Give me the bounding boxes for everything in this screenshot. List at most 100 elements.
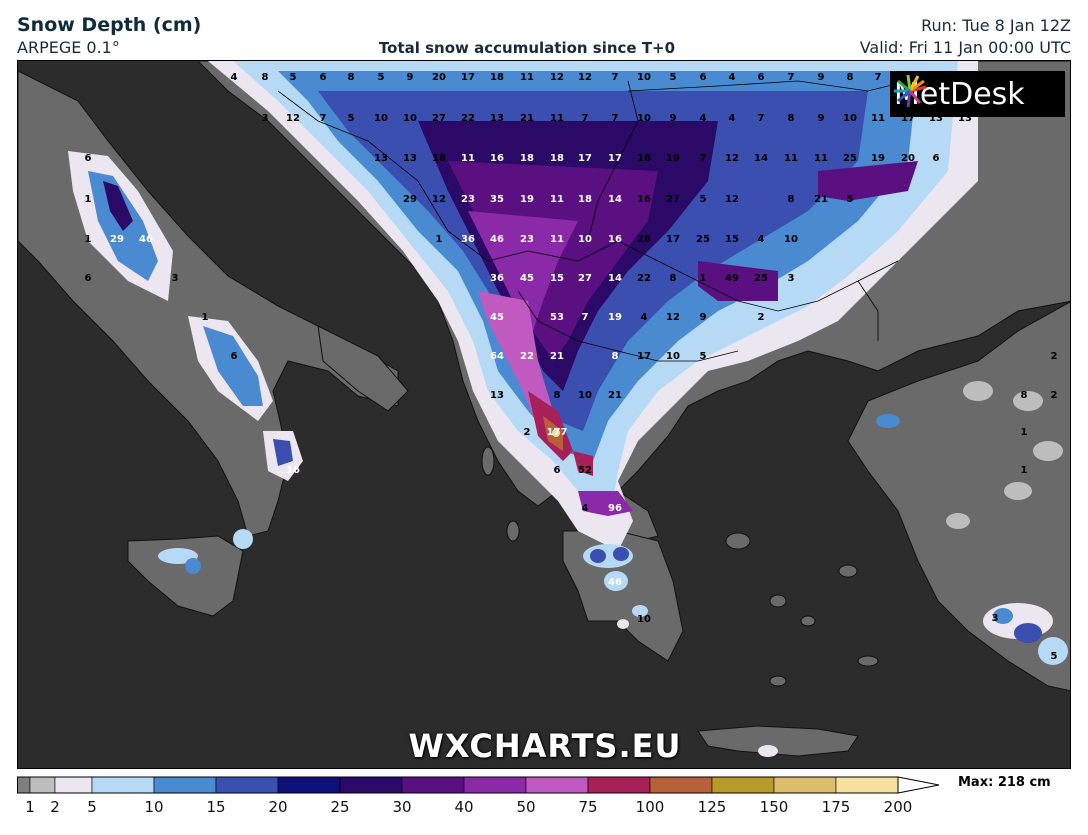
snow-depth-label: 23 [520, 234, 534, 245]
snow-depth-label: 10 [843, 113, 857, 124]
snow-depth-label: 7 [758, 113, 765, 124]
snow-depth-label: 23 [461, 194, 475, 205]
snow-depth-label: 6 [758, 72, 765, 83]
legend-tick-label: 10 [144, 798, 164, 816]
legend-swatch [17, 776, 31, 794]
snow-depth-label: 8 [847, 72, 854, 83]
snow-depth-label: 6 [320, 72, 327, 83]
snow-depth-label: 7 [700, 153, 707, 164]
legend-tick-label: 5 [87, 798, 97, 816]
snow-depth-label: 46 [608, 577, 622, 588]
snow-depth-label: 8 [1021, 390, 1028, 401]
snow-depth-label: 17 [578, 153, 592, 164]
legend-colorbar-svg [17, 776, 940, 794]
snow-depth-label: 49 [725, 273, 739, 284]
snow-depth-label: 10 [637, 113, 651, 124]
snow-depth-label: 9 [700, 312, 707, 323]
snow-depth-label: 5 [847, 194, 854, 205]
legend-swatch [215, 776, 279, 794]
snow-depth-label: 4 [582, 503, 589, 514]
snow-depth-label: 13 [958, 113, 972, 124]
snow-depth-label: 29 [403, 194, 417, 205]
snow-depth-label: 22 [520, 351, 534, 362]
snow-depth-label: 19 [666, 153, 680, 164]
snow-depth-label: 12 [725, 194, 739, 205]
snow-depth-label: 7 [582, 312, 589, 323]
snow-depth-label: 9 [407, 72, 414, 83]
snow-depth-label: 16 [608, 234, 622, 245]
snow-depth-label: 7 [320, 113, 327, 124]
snow-field-crete [758, 745, 778, 757]
snow-depth-label: 64 [490, 351, 504, 362]
snow-depth-label: 17 [637, 351, 651, 362]
snow-depth-label: 177 [547, 427, 568, 438]
valid-time: Valid: Fri 11 Jan 00:00 UTC [859, 38, 1071, 57]
model-name: ARPEGE 0.1° [17, 38, 120, 57]
snow-depth-label: 7 [875, 72, 882, 83]
snow-depth-label: 10 [637, 614, 651, 625]
snow-depth-label: 10 [784, 234, 798, 245]
snow-depth-label: 36 [461, 234, 475, 245]
snow-depth-label: 1 [1021, 465, 1028, 476]
snow-depth-label: 4 [700, 113, 707, 124]
legend-swatch [587, 776, 651, 794]
snow-depth-label: 20 [901, 153, 915, 164]
legend-swatch [401, 776, 465, 794]
snow-depth-label: 14 [754, 153, 768, 164]
snow-depth-label: 3 [992, 613, 999, 624]
snow-depth-label: 7 [612, 113, 619, 124]
snow-depth-label: 11 [520, 72, 534, 83]
legend-swatch [773, 776, 837, 794]
snow-depth-label: 11 [550, 234, 564, 245]
snow-depth-label: 6 [700, 72, 707, 83]
snow-depth-label: 13 [403, 153, 417, 164]
snow-depth-label: 13 [374, 153, 388, 164]
snow-depth-label: 15 [550, 273, 564, 284]
snow-depth-label: 5 [348, 113, 355, 124]
snow-depth-label: 22 [637, 273, 651, 284]
snow-depth-label: 5 [670, 72, 677, 83]
map-title: Snow Depth (cm) [17, 14, 202, 36]
land-sicily [127, 535, 244, 617]
snow-depth-label: 8 [348, 72, 355, 83]
land-crete [697, 725, 859, 757]
snow-depth-label: 11 [814, 153, 828, 164]
legend-tick-label: 125 [697, 798, 727, 816]
legend-swatch [463, 776, 527, 794]
snow-depth-label: 15 [725, 234, 739, 245]
snow-depth-label: 8 [788, 113, 795, 124]
snow-depth-label: 16 [637, 194, 651, 205]
aegean-islands [481, 446, 879, 687]
snow-depth-label: 18 [578, 194, 592, 205]
snow-depth-label: 45 [520, 273, 534, 284]
snow-depth-label: 9 [818, 113, 825, 124]
snow-depth-label: 10 [666, 351, 680, 362]
snow-depth-label: 12 [725, 153, 739, 164]
metdesk-logo-icon [894, 74, 927, 108]
snow-depth-label: 17 [608, 153, 622, 164]
snow-depth-label: 19 [520, 194, 534, 205]
snow-depth-label: 8 [788, 194, 795, 205]
snow-field-italy [68, 151, 303, 574]
snow-depth-label: 1 [202, 312, 209, 323]
snow-depth-label: 13 [490, 390, 504, 401]
snow-depth-label: 2 [1051, 351, 1058, 362]
snow-depth-label: 1 [1021, 427, 1028, 438]
legend-tick-label: 20 [268, 798, 288, 816]
snow-depth-label: 13 [929, 113, 943, 124]
country-borders [277, 80, 909, 362]
snow-depth-label: 6 [85, 273, 92, 284]
map-canvas: 4 8 5 6 8 5 9 20 17 18 11 12 12 7 10 5 6 4 6 7 9 8 73 12 7 5 10 10 2… [18, 61, 1070, 768]
snow-depth-label: 7 [612, 72, 619, 83]
snow-depth-label: 4 [641, 312, 648, 323]
snow-depth-label: 27 [432, 113, 446, 124]
snow-depth-label: 6 [85, 153, 92, 164]
snow-depth-label: 3 [788, 273, 795, 284]
snow-depth-label: 18 [490, 72, 504, 83]
snow-depth-label: 21 [814, 194, 828, 205]
snow-depth-label: 22 [461, 113, 475, 124]
snow-field-balkans [208, 61, 978, 551]
snow-depth-label: 12 [286, 113, 300, 124]
legend-swatch [29, 776, 56, 794]
snow-depth-label: 18 [550, 153, 564, 164]
